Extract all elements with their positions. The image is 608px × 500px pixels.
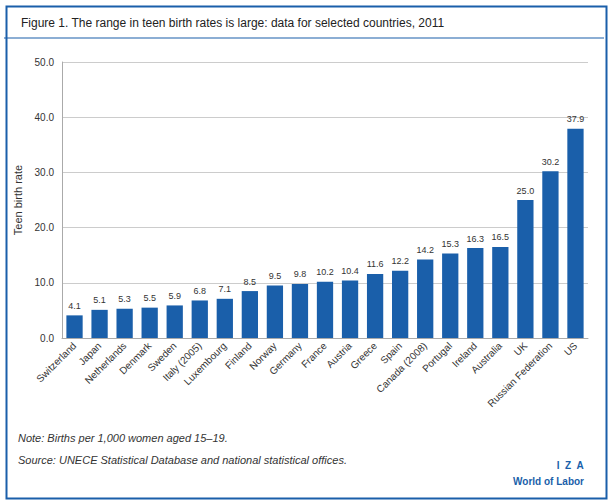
- svg-text:16.3: 16.3: [467, 234, 485, 244]
- svg-text:Luxembourg: Luxembourg: [182, 340, 229, 387]
- svg-text:Italy (2005): Italy (2005): [160, 340, 204, 384]
- svg-text:I Z A: I Z A: [557, 460, 584, 471]
- svg-text:16.5: 16.5: [492, 232, 510, 242]
- svg-text:Russian Federation: Russian Federation: [485, 340, 554, 409]
- svg-text:50.0: 50.0: [35, 57, 55, 68]
- svg-text:Australia: Australia: [469, 340, 505, 376]
- svg-text:6.8: 6.8: [194, 286, 207, 296]
- svg-text:5.5: 5.5: [143, 293, 156, 303]
- svg-text:30.2: 30.2: [542, 157, 560, 167]
- svg-text:10.0: 10.0: [35, 277, 55, 288]
- svg-text:9.5: 9.5: [269, 271, 282, 281]
- svg-text:Sweden: Sweden: [145, 340, 179, 374]
- svg-text:0.0: 0.0: [40, 333, 54, 344]
- svg-text:9.8: 9.8: [294, 269, 307, 279]
- svg-text:World of Labor: World of Labor: [513, 476, 584, 487]
- svg-text:Note: Births per 1,000 women a: Note: Births per 1,000 women aged 15–19.: [18, 432, 228, 444]
- svg-text:37.9: 37.9: [567, 114, 585, 124]
- svg-text:Ireland: Ireland: [449, 340, 480, 370]
- svg-text:Austria: Austria: [324, 340, 354, 370]
- svg-text:Finland: Finland: [222, 340, 254, 371]
- svg-text:Portugal: Portugal: [420, 340, 454, 374]
- svg-text:Source: UNECE Statistical Data: Source: UNECE Statistical Database and n…: [18, 454, 347, 466]
- svg-text:12.2: 12.2: [391, 256, 409, 266]
- svg-text:Greece: Greece: [348, 340, 379, 371]
- svg-text:Spain: Spain: [378, 340, 404, 366]
- svg-text:Denmark: Denmark: [117, 340, 153, 376]
- svg-text:Teen birth rate: Teen birth rate: [12, 165, 24, 235]
- svg-text:5.1: 5.1: [93, 295, 106, 305]
- svg-text:11.6: 11.6: [367, 259, 384, 269]
- svg-text:15.3: 15.3: [441, 239, 459, 249]
- svg-text:Switzerland: Switzerland: [34, 340, 78, 384]
- svg-text:10.4: 10.4: [341, 266, 359, 276]
- svg-text:30.0: 30.0: [35, 167, 55, 178]
- svg-text:UK: UK: [512, 340, 530, 358]
- svg-text:5.9: 5.9: [168, 291, 181, 301]
- svg-text:8.5: 8.5: [244, 277, 257, 287]
- svg-text:40.0: 40.0: [35, 112, 55, 123]
- svg-text:25.0: 25.0: [517, 186, 535, 196]
- svg-text:Germany: Germany: [267, 340, 304, 377]
- svg-text:Figure 1. The range in teen bi: Figure 1. The range in teen birth rates …: [21, 16, 444, 30]
- svg-text:Canada (2008): Canada (2008): [374, 340, 430, 395]
- svg-text:US: US: [562, 340, 580, 358]
- svg-text:14.2: 14.2: [416, 245, 434, 255]
- svg-text:5.3: 5.3: [118, 294, 131, 304]
- svg-text:Japan: Japan: [76, 340, 104, 368]
- svg-text:10.2: 10.2: [316, 267, 334, 277]
- svg-text:Norway: Norway: [247, 340, 279, 372]
- svg-text:7.1: 7.1: [219, 284, 232, 294]
- svg-text:Netherlands: Netherlands: [82, 340, 129, 386]
- svg-text:20.0: 20.0: [35, 222, 55, 233]
- svg-text:4.1: 4.1: [68, 301, 81, 311]
- svg-text:France: France: [299, 340, 329, 370]
